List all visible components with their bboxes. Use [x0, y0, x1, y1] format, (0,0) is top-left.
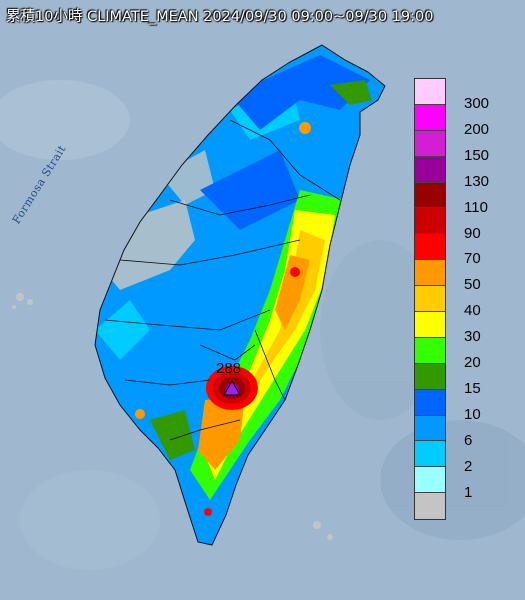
legend-tick-label: 150	[464, 146, 490, 164]
legend-tick-label: 20	[464, 354, 481, 371]
legend-tick-label: 50	[464, 276, 481, 294]
legend-swatch	[415, 467, 445, 494]
max-station-triangle-icon	[223, 379, 241, 396]
legend-tick-label: 90	[464, 224, 481, 242]
legend-tick-label: 200	[464, 120, 490, 138]
legend-tick-label: 110	[464, 198, 488, 216]
legend-swatch	[415, 286, 445, 313]
legend-tick-label: 70	[464, 250, 481, 268]
legend-swatch	[415, 156, 445, 183]
legend-swatch	[415, 104, 445, 131]
legend-swatch	[415, 363, 445, 390]
legend-colorbar	[414, 78, 446, 521]
legend-swatch	[415, 234, 445, 261]
legend-swatch	[415, 182, 445, 209]
legend-tick-label: 2	[464, 457, 473, 475]
county-boundaries	[104, 119, 341, 441]
map-title: 累積10小時 CLIMATE_MEAN 2024/09/30 09:00~09/…	[6, 9, 434, 25]
coastline	[94, 44, 386, 546]
legend-tick-label: 300	[464, 95, 490, 112]
legend-swatch	[415, 389, 445, 416]
max-station-value: 288	[216, 360, 242, 377]
legend-swatch	[415, 208, 445, 235]
legend-tick-label: 1	[464, 483, 473, 501]
legend-swatch	[415, 337, 445, 364]
legend-swatch	[415, 312, 445, 338]
legend-tick-label: 40	[464, 302, 481, 320]
legend-tick-label: 130	[464, 172, 490, 190]
legend-tick-label: 30	[464, 328, 481, 346]
legend-swatch	[415, 441, 445, 468]
legend-tick-label: 6	[464, 431, 473, 449]
legend-swatch	[415, 79, 445, 105]
legend-swatch	[415, 493, 445, 520]
legend-swatch	[415, 130, 445, 157]
legend-tick-label: 15	[464, 379, 481, 397]
legend-swatch	[415, 260, 445, 287]
legend-swatch	[415, 415, 445, 442]
outlying-islands	[12, 293, 333, 540]
legend-tick-label: 10	[464, 405, 481, 423]
